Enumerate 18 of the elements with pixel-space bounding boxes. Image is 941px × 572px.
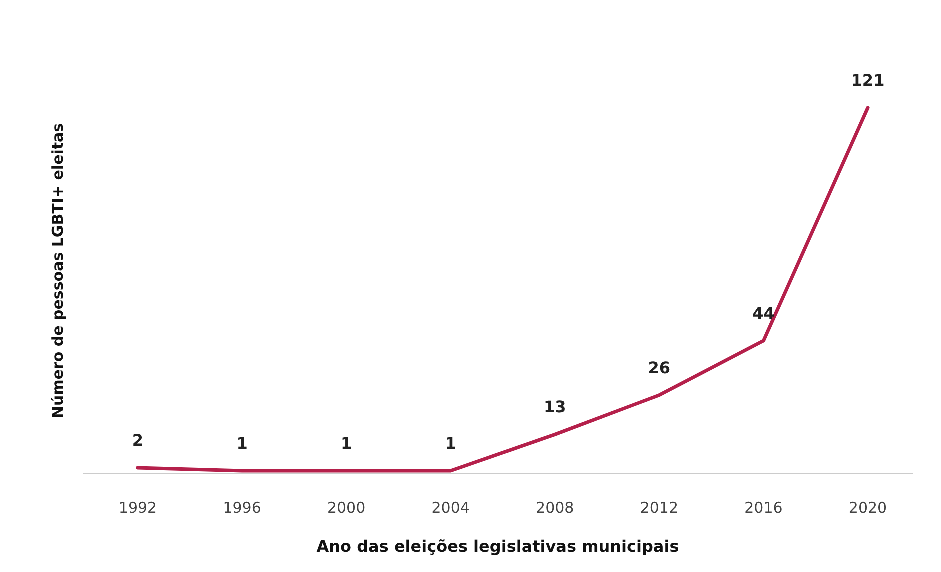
x-tick-label: 2000 [327,499,366,517]
x-tick-label: 2012 [640,499,679,517]
data-label: 1 [236,434,248,453]
x-tick-label: 1996 [223,499,262,517]
x-tick-label: 2004 [432,499,470,517]
data-label: 26 [648,358,671,378]
data-label: 1 [341,434,352,453]
data-label: 1 [445,434,456,453]
x-tick-label: 2020 [848,499,888,517]
data-label: 13 [544,398,566,417]
x-tick-label: 2008 [536,499,574,517]
x-tick-label: 2016 [744,499,783,517]
x-axis-title: Ano das eleições legislativas municipais [316,537,680,556]
y-axis-title: Número de pessoas LGBTI+ eleitas [49,123,67,419]
data-label: 2 [132,430,144,450]
data-label: 44 [752,304,775,323]
data-label: 121 [851,71,885,90]
x-tick-label: 1992 [118,499,158,517]
